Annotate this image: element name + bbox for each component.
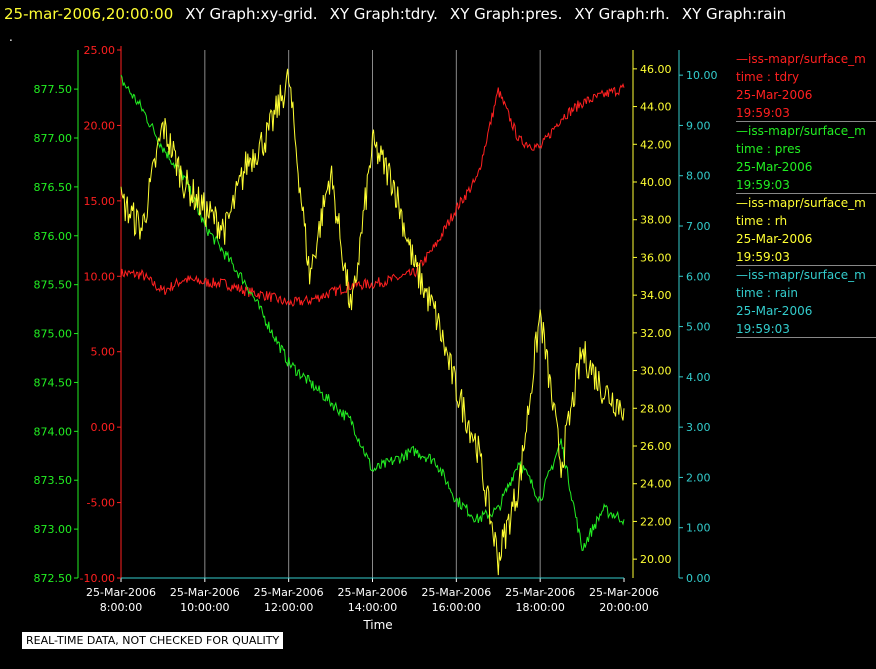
y-tick-label-rh: 36.00 xyxy=(640,251,672,264)
legend-label: time : rain xyxy=(736,286,799,300)
y-tick-label-rh: 30.00 xyxy=(640,365,672,378)
x-tick-date: 25-Mar-2006 xyxy=(505,586,575,599)
y-tick-label-pres: 873.00 xyxy=(34,523,73,536)
x-tick-date: 25-Mar-2006 xyxy=(86,586,156,599)
legend-time: 19:59:03 xyxy=(736,178,790,192)
legend-time: 19:59:03 xyxy=(736,250,790,264)
y-tick-label-tdry: 5.00 xyxy=(91,346,116,359)
y-tick-label-rh: 42.00 xyxy=(640,138,672,151)
y-tick-label-rh: 28.00 xyxy=(640,402,672,415)
legend-time: 19:59:03 xyxy=(736,322,790,336)
x-tick-time: 16:00:00 xyxy=(432,601,481,614)
legend-entry-pres[interactable]: —iss-mapr/surface_m time : pres 25-Mar-2… xyxy=(736,122,876,194)
legend-date: 25-Mar-2006 xyxy=(736,232,813,246)
y-tick-label-rh: 46.00 xyxy=(640,63,672,76)
legend-date: 25-Mar-2006 xyxy=(736,304,813,318)
legend-name: —iss-mapr/surface_m xyxy=(736,124,866,138)
header-item-grid[interactable]: XY Graph:xy-grid. xyxy=(185,5,318,23)
y-tick-label-rain: 0.00 xyxy=(686,572,711,585)
y-tick-label-tdry: 25.00 xyxy=(84,44,116,57)
legend-date: 25-Mar-2006 xyxy=(736,88,813,102)
quality-notice: REAL-TIME DATA, NOT CHECKED FOR QUALITY xyxy=(21,631,285,650)
y-tick-label-rh: 22.00 xyxy=(640,515,672,528)
legend-name: —iss-mapr/surface_m xyxy=(736,196,866,210)
y-tick-label-rain: 10.00 xyxy=(686,69,718,82)
legend-label: time : rh xyxy=(736,214,788,228)
header-item-tdry[interactable]: XY Graph:tdry. xyxy=(329,5,438,23)
y-tick-label-rh: 38.00 xyxy=(640,214,672,227)
x-axis-label: Time xyxy=(362,618,392,632)
header-item-rain[interactable]: XY Graph:rain xyxy=(681,5,787,23)
y-tick-label-rh: 26.00 xyxy=(640,440,672,453)
y-tick-label-pres: 877.50 xyxy=(34,83,73,96)
header-dot: . xyxy=(9,30,13,44)
x-tick-time: 20:00:00 xyxy=(599,601,648,614)
legend: —iss-mapr/surface_m time : tdry 25-Mar-2… xyxy=(736,50,876,338)
legend-name: —iss-mapr/surface_m xyxy=(736,268,866,282)
y-tick-label-rh: 20.00 xyxy=(640,553,672,566)
y-tick-label-pres: 874.00 xyxy=(34,425,73,438)
y-tick-label-rain: 1.00 xyxy=(686,522,711,535)
series-tdry xyxy=(120,82,625,307)
graph-header: 25-mar-2006,20:00:00 XY Graph:xy-grid. XY … xyxy=(0,0,876,30)
y-tick-label-tdry: 20.00 xyxy=(84,119,116,132)
legend-label: time : tdry xyxy=(736,70,800,84)
series-rh xyxy=(120,68,625,576)
x-tick-date: 25-Mar-2006 xyxy=(254,586,324,599)
header-item-rh[interactable]: XY Graph:rh. xyxy=(574,5,670,23)
y-tick-label-pres: 873.50 xyxy=(34,474,73,487)
y-tick-label-rain: 4.00 xyxy=(686,371,711,384)
legend-entry-rain[interactable]: —iss-mapr/surface_m time : rain 25-Mar-2… xyxy=(736,266,876,338)
y-tick-label-rain: 8.00 xyxy=(686,170,711,183)
series-pres xyxy=(120,74,625,552)
y-tick-label-pres: 872.50 xyxy=(34,572,73,585)
y-tick-label-pres: 876.50 xyxy=(34,181,73,194)
legend-entry-tdry[interactable]: —iss-mapr/surface_m time : tdry 25-Mar-2… xyxy=(736,50,876,122)
y-tick-label-tdry: -10.00 xyxy=(80,572,115,585)
legend-label: time : pres xyxy=(736,142,801,156)
x-tick-time: 10:00:00 xyxy=(180,601,229,614)
y-tick-label-rain: 2.00 xyxy=(686,471,711,484)
y-tick-label-pres: 876.00 xyxy=(34,230,73,243)
x-tick-date: 25-Mar-2006 xyxy=(338,586,408,599)
y-tick-label-rh: 32.00 xyxy=(640,327,672,340)
y-tick-label-tdry: 15.00 xyxy=(84,195,116,208)
y-tick-label-tdry: 10.00 xyxy=(84,270,116,283)
x-tick-time: 12:00:00 xyxy=(264,601,313,614)
x-tick-time: 8:00:00 xyxy=(100,601,142,614)
legend-entry-rh[interactable]: —iss-mapr/surface_m time : rh 25-Mar-200… xyxy=(736,194,876,266)
y-tick-label-rh: 24.00 xyxy=(640,478,672,491)
y-tick-label-rh: 40.00 xyxy=(640,176,672,189)
y-tick-label-rain: 6.00 xyxy=(686,270,711,283)
x-tick-date: 25-Mar-2006 xyxy=(589,586,659,599)
y-tick-label-pres: 875.50 xyxy=(34,279,73,292)
x-tick-time: 18:00:00 xyxy=(515,601,564,614)
legend-date: 25-Mar-2006 xyxy=(736,160,813,174)
x-tick-date: 25-Mar-2006 xyxy=(421,586,491,599)
x-tick-date: 25-Mar-2006 xyxy=(170,586,240,599)
y-tick-label-pres: 877.00 xyxy=(34,132,73,145)
header-datetime: 25-mar-2006,20:00:00 xyxy=(4,5,174,23)
y-tick-label-tdry: 0.00 xyxy=(91,421,116,434)
y-tick-label-rain: 7.00 xyxy=(686,220,711,233)
legend-time: 19:59:03 xyxy=(736,106,790,120)
y-tick-label-rh: 34.00 xyxy=(640,289,672,302)
y-tick-label-rain: 3.00 xyxy=(686,421,711,434)
y-tick-label-rain: 9.00 xyxy=(686,119,711,132)
y-tick-label-rh: 44.00 xyxy=(640,101,672,114)
x-tick-time: 14:00:00 xyxy=(348,601,397,614)
legend-name: —iss-mapr/surface_m xyxy=(736,52,866,66)
y-tick-label-pres: 874.50 xyxy=(34,376,73,389)
y-tick-label-tdry: -5.00 xyxy=(87,497,115,510)
y-tick-label-pres: 875.00 xyxy=(34,328,73,341)
y-tick-label-rain: 5.00 xyxy=(686,321,711,334)
header-item-pres[interactable]: XY Graph:pres. xyxy=(449,5,563,23)
